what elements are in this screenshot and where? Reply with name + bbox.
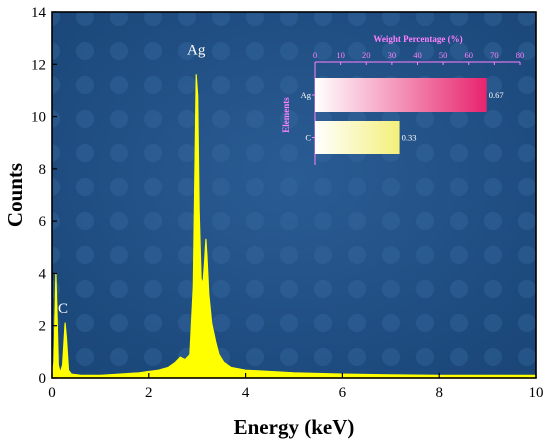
inset-bar-c: [315, 121, 400, 154]
x-tick-label: 0: [48, 385, 56, 401]
y-axis-ticks: 0 2 4 6 8 10 12 14: [31, 5, 57, 387]
y-tick-label: 6: [39, 214, 47, 230]
y-tick-label: 2: [39, 319, 47, 335]
inset-bars: Ag 0.67 C 0.33: [301, 78, 504, 154]
x-tick-label: 8: [435, 385, 443, 401]
spectrum-layer: [51, 74, 537, 379]
inset-y-label: Elements: [281, 97, 291, 133]
inset-x-tick-label: 0: [313, 50, 317, 60]
inset-x-tick-label: 80: [516, 50, 525, 60]
inset-title: Weight Percentage (%): [373, 34, 462, 44]
inset-x-tick-label: 20: [362, 50, 371, 60]
spectrum-series: [51, 74, 537, 379]
inset-data-label: 0.67: [489, 90, 504, 100]
y-axis-label: Counts: [3, 163, 27, 227]
x-tick-label: 10: [529, 385, 544, 401]
inset-x-tick-label: 70: [490, 50, 499, 60]
x-tick-label: 4: [242, 385, 250, 401]
x-tick-label: 2: [145, 385, 153, 401]
x-axis-ticks: 0 2 4 6 8 10: [48, 373, 544, 401]
inset-data-label: 0.33: [402, 133, 417, 143]
y-tick-label: 4: [39, 266, 47, 282]
y-tick-label: 14: [31, 5, 47, 21]
inset-x-tick-label: 40: [413, 50, 422, 60]
x-tick-label: 6: [339, 385, 347, 401]
inset-x-tick-label: 10: [336, 50, 345, 60]
inset-x-tick-label: 60: [465, 50, 474, 60]
peak-label-ag: Ag: [187, 43, 206, 59]
y-tick-label: 12: [31, 57, 46, 73]
inset-category-label: Ag: [301, 90, 312, 100]
inset-bar-ag: [315, 78, 487, 112]
plot-frame: [51, 11, 537, 379]
inset-axes: 0 10 20 30 40 50 60 70 80: [313, 50, 524, 165]
inset-weight-chart: Weight Percentage (%) Elements 0 10 20 30 40…: [281, 34, 524, 165]
plot-texture: [52, 12, 536, 378]
y-tick-label: 8: [39, 162, 47, 178]
x-axis-label: Energy (keV): [234, 415, 355, 439]
inset-category-label: C: [305, 133, 311, 143]
y-tick-label: 0: [39, 371, 47, 387]
y-tick-label: 10: [31, 110, 46, 126]
inset-x-tick-label: 50: [439, 50, 448, 60]
inset-x-tick-label: 30: [388, 50, 397, 60]
peak-label-c: C: [58, 301, 68, 317]
peak-labels: C Ag: [58, 43, 206, 317]
